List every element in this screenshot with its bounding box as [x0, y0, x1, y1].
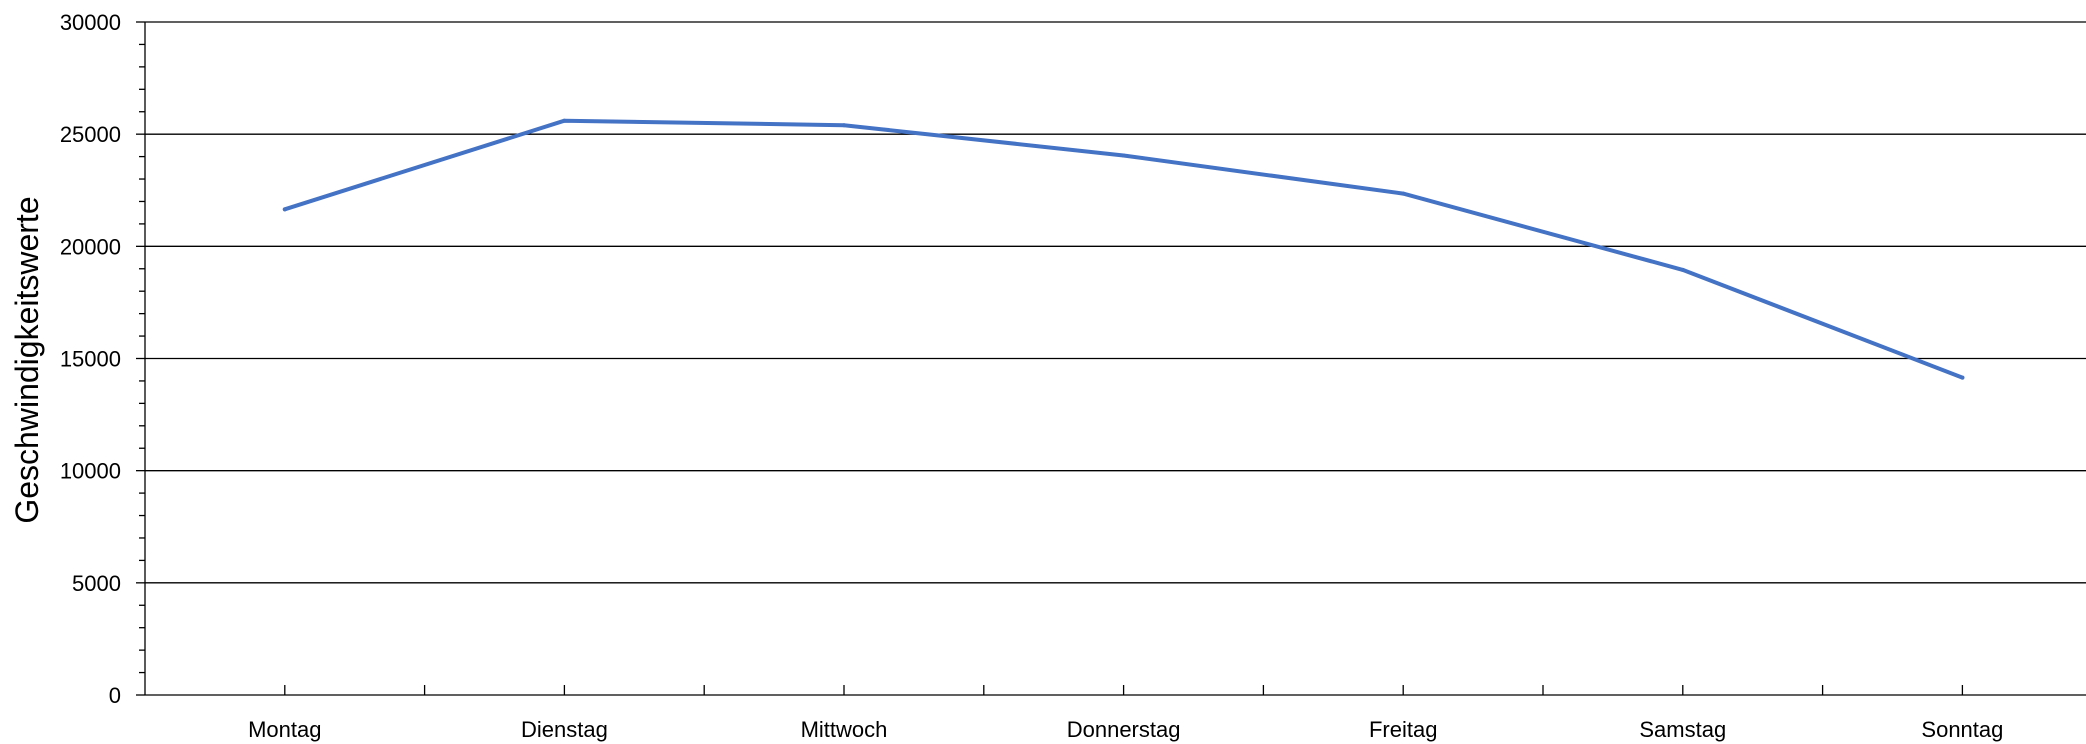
x-tick-label-4: Freitag	[1369, 717, 1437, 742]
data-point-0-3	[1121, 153, 1126, 158]
y-tick-label-4: 20000	[60, 234, 121, 259]
x-tick-label-5: Samstag	[1639, 717, 1726, 742]
gridlines	[145, 21, 2086, 584]
series-layer	[282, 118, 1965, 380]
y-tick-label-2: 10000	[60, 459, 121, 484]
y-tick-label-0: 0	[109, 683, 121, 708]
y-tick-label-5: 25000	[60, 122, 121, 147]
x-tick-label-0: Montag	[248, 717, 321, 742]
ticks	[136, 21, 1964, 696]
y-axis-title: Geschwindigkeitswerte	[9, 196, 45, 523]
data-point-0-5	[1680, 267, 1685, 272]
y-tick-label-3: 15000	[60, 347, 121, 372]
y-tick-label-6: 30000	[60, 10, 121, 35]
data-point-0-4	[1401, 191, 1406, 196]
x-tick-label-3: Donnerstag	[1067, 717, 1181, 742]
data-point-0-6	[1960, 375, 1965, 380]
y-tick-label-1: 5000	[72, 571, 121, 596]
y-axis-title-group: Geschwindigkeitswerte	[9, 196, 45, 523]
data-point-0-2	[842, 123, 846, 128]
x-tick-label-1: Dienstag	[521, 717, 608, 742]
x-tick-label-2: Mittwoch	[801, 717, 888, 742]
series-line-0	[282, 118, 1965, 380]
tick-labels: 0 5000 10000 15000 20000 25000 30000 Montag Dien…	[60, 10, 2004, 742]
x-tick-label-6: Sonntag	[1921, 717, 2003, 742]
data-point-0-0	[282, 207, 287, 212]
data-point-0-1	[562, 118, 567, 123]
